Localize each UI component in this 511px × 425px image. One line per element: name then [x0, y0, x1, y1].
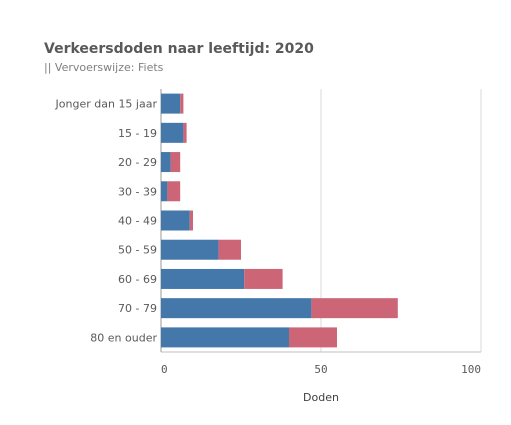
category-labels: Jonger dan 15 jaar 15 - 19 20 - 29 30 - 39 4…: [55, 98, 158, 345]
bars: [161, 93, 398, 348]
bar-segment[interactable]: [189, 210, 193, 231]
category-label: 50 - 59: [118, 244, 157, 257]
category-label: 40 - 49: [118, 215, 157, 228]
x-tick-label: 50: [314, 363, 327, 376]
bar-segment[interactable]: [218, 239, 241, 260]
bar-segment[interactable]: [161, 298, 312, 319]
chart-title: Verkeersdoden naar leeftijd: 2020: [44, 41, 314, 57]
category-label: Jonger dan 15 jaar: [55, 98, 158, 111]
bar-segment[interactable]: [161, 122, 184, 143]
category-label: 20 - 29: [118, 156, 157, 169]
bar-segment[interactable]: [161, 181, 168, 202]
bar-segment[interactable]: [167, 181, 181, 202]
bar-segment[interactable]: [183, 122, 187, 143]
category-label: 60 - 69: [118, 273, 157, 286]
bar-segment[interactable]: [161, 210, 190, 231]
bar-segment[interactable]: [161, 268, 245, 289]
chart-subtitle: || Vervoerswijze: Fiets: [44, 61, 164, 74]
category-label: 30 - 39: [118, 185, 157, 198]
bar-segment[interactable]: [161, 93, 181, 114]
bar-segment[interactable]: [161, 152, 171, 173]
x-tick-labels: 0 50 100: [161, 363, 481, 376]
category-label: 80 en ouder: [90, 331, 157, 344]
bar-segment[interactable]: [180, 93, 184, 114]
bar-segment[interactable]: [170, 152, 181, 173]
x-tick-label: 100: [461, 363, 481, 376]
bar-segment[interactable]: [311, 298, 398, 319]
bar-segment[interactable]: [244, 268, 283, 289]
bar-segment[interactable]: [161, 327, 289, 348]
category-label: 70 - 79: [118, 302, 157, 315]
category-label: 15 - 19: [118, 127, 157, 140]
bar-segment[interactable]: [161, 239, 219, 260]
x-tick-label: 0: [161, 363, 168, 376]
bar-segment[interactable]: [289, 327, 337, 348]
x-axis-title: Doden: [303, 391, 339, 404]
